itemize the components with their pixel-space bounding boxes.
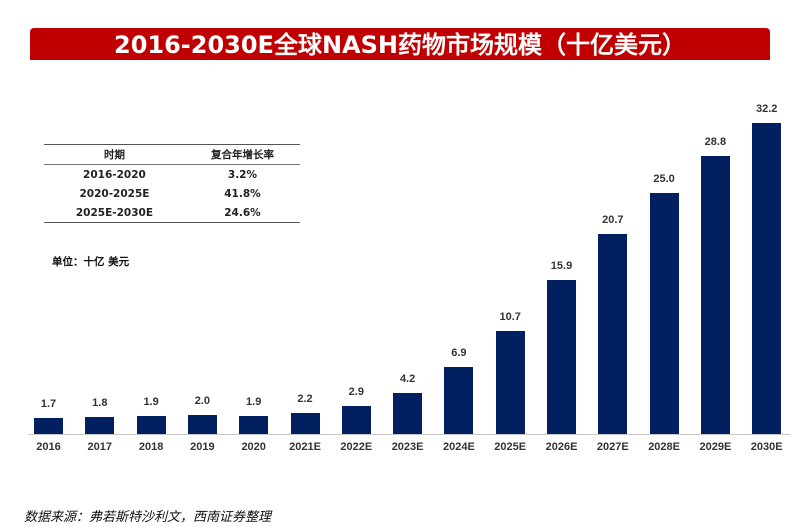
bar-value-label: 2.9 <box>348 385 364 398</box>
table-header-row: 时期 复合年增长率 <box>44 144 300 165</box>
x-tick-label: 2017 <box>87 441 113 453</box>
x-tick-label: 2024E <box>442 441 475 453</box>
bar <box>290 412 320 434</box>
unit-label: 单位：十亿 美元 <box>52 256 130 268</box>
bar-value-label: 20.7 <box>602 214 624 227</box>
bar <box>136 415 166 434</box>
x-tick-label: 2016 <box>36 441 61 453</box>
x-axis-line <box>28 434 790 435</box>
bar-value-label: 2.0 <box>194 394 211 407</box>
x-tick-label: 2022E <box>340 441 373 453</box>
bar <box>495 330 525 434</box>
bar <box>239 415 269 434</box>
bar-value-label: 6.9 <box>451 347 467 360</box>
bar-value-label: 25.0 <box>653 172 675 185</box>
bar-value-label: 1.9 <box>246 395 262 408</box>
table-row: 2016-2020 3.2% <box>44 165 300 185</box>
period-cell: 2016-2020 <box>83 168 146 181</box>
x-tick-label: 2023E <box>391 441 424 453</box>
bar <box>649 192 679 434</box>
bar <box>547 280 576 434</box>
bar <box>341 405 371 434</box>
bar <box>444 367 474 434</box>
bar-value-label: 15.9 <box>550 260 573 273</box>
bar-value-label: 1.7 <box>40 397 57 410</box>
bar-value-label: 32.2 <box>755 103 778 115</box>
x-tick-label: 2019 <box>190 441 215 453</box>
cagr-cell: 41.8% <box>224 187 261 200</box>
cagr-table: 时期 复合年增长率 2016-2020 3.2% 2020-2025E 41.8… <box>44 144 300 223</box>
bar <box>393 393 423 434</box>
bar <box>752 123 782 434</box>
bar <box>187 414 217 434</box>
table-row: 2025E-2030E 24.6% <box>44 203 300 223</box>
x-tick-label: 2027E <box>596 441 629 453</box>
period-cell: 2025E-2030E <box>75 206 154 219</box>
x-tick-label: 2018 <box>138 441 164 453</box>
bar <box>34 417 63 434</box>
header-cagr: 复合年增长率 <box>210 149 274 161</box>
bar-value-label: 4.2 <box>399 373 416 386</box>
x-tick-label: 2020 <box>241 441 266 453</box>
bar-value-label: 28.8 <box>704 135 727 148</box>
x-tick-label: 2026E <box>545 441 578 453</box>
bar-value-label: 1.9 <box>143 395 159 408</box>
bar-value-label: 10.7 <box>499 310 521 323</box>
bar-value-label: 1.8 <box>92 396 108 409</box>
bar <box>598 234 628 434</box>
x-tick-label: 2029E <box>699 441 732 453</box>
chart-title: 2016-2030E全球NASH药物市场规模（十亿美元） <box>30 28 770 60</box>
bar <box>700 155 730 434</box>
bar-value-label: 2.2 <box>297 392 313 405</box>
cagr-cell: 24.6% <box>224 206 261 219</box>
header-period: 时期 <box>103 149 125 161</box>
period-cell: 2020-2025E <box>79 187 150 200</box>
table-row: 2020-2025E 41.8% <box>44 184 300 203</box>
x-tick-label: 2025E <box>494 441 527 453</box>
cagr-cell: 3.2% <box>227 168 258 181</box>
source-note: 数据来源：弗若斯特沙利文，西南证券整理 <box>24 510 272 525</box>
x-tick-label: 2030E <box>750 441 783 453</box>
bar <box>85 416 115 434</box>
x-tick-label: 2021E <box>289 441 321 453</box>
x-tick-label: 2028E <box>648 441 680 453</box>
